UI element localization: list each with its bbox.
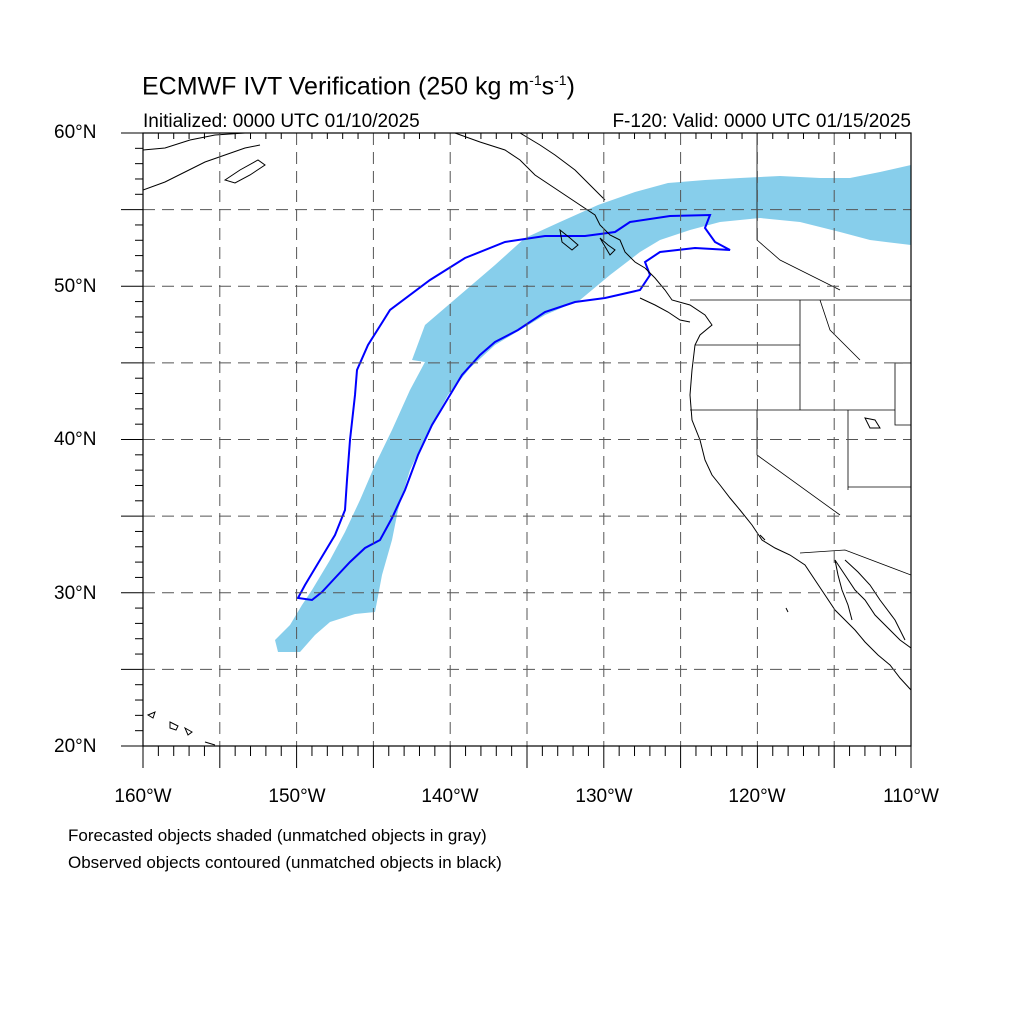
- coastlines: [143, 133, 911, 746]
- lon-label-130w: 130°W: [575, 786, 633, 807]
- lat-label-20: 20°N: [54, 736, 97, 757]
- chart-title: ECMWF IVT Verification (250 kg m-1s-1): [142, 72, 575, 101]
- lat-label-40: 40°N: [54, 429, 97, 450]
- lon-label-110w: 110°W: [883, 786, 939, 807]
- lat-label-50: 50°N: [54, 276, 97, 297]
- lon-label-120w: 120°W: [728, 786, 786, 807]
- lat-label-60: 60°N: [54, 122, 97, 143]
- lat-label-30: 30°N: [54, 583, 97, 604]
- lon-label-140w: 140°W: [421, 786, 479, 807]
- forecast-object: [275, 165, 911, 652]
- note-observed: Observed objects contoured (unmatched ob…: [68, 853, 502, 872]
- lon-label-150w: 150°W: [268, 786, 326, 807]
- lon-label-160w: 160°W: [114, 786, 172, 807]
- observed-object-contour: [296, 213, 731, 602]
- valid-time: F-120: Valid: 0000 UTC 01/15/2025: [612, 111, 911, 132]
- note-forecast: Forecasted objects shaded (unmatched obj…: [68, 826, 487, 845]
- axis-ticks: [121, 132, 912, 768]
- init-time: Initialized: 0000 UTC 01/10/2025: [143, 111, 420, 132]
- graticule: [143, 133, 911, 746]
